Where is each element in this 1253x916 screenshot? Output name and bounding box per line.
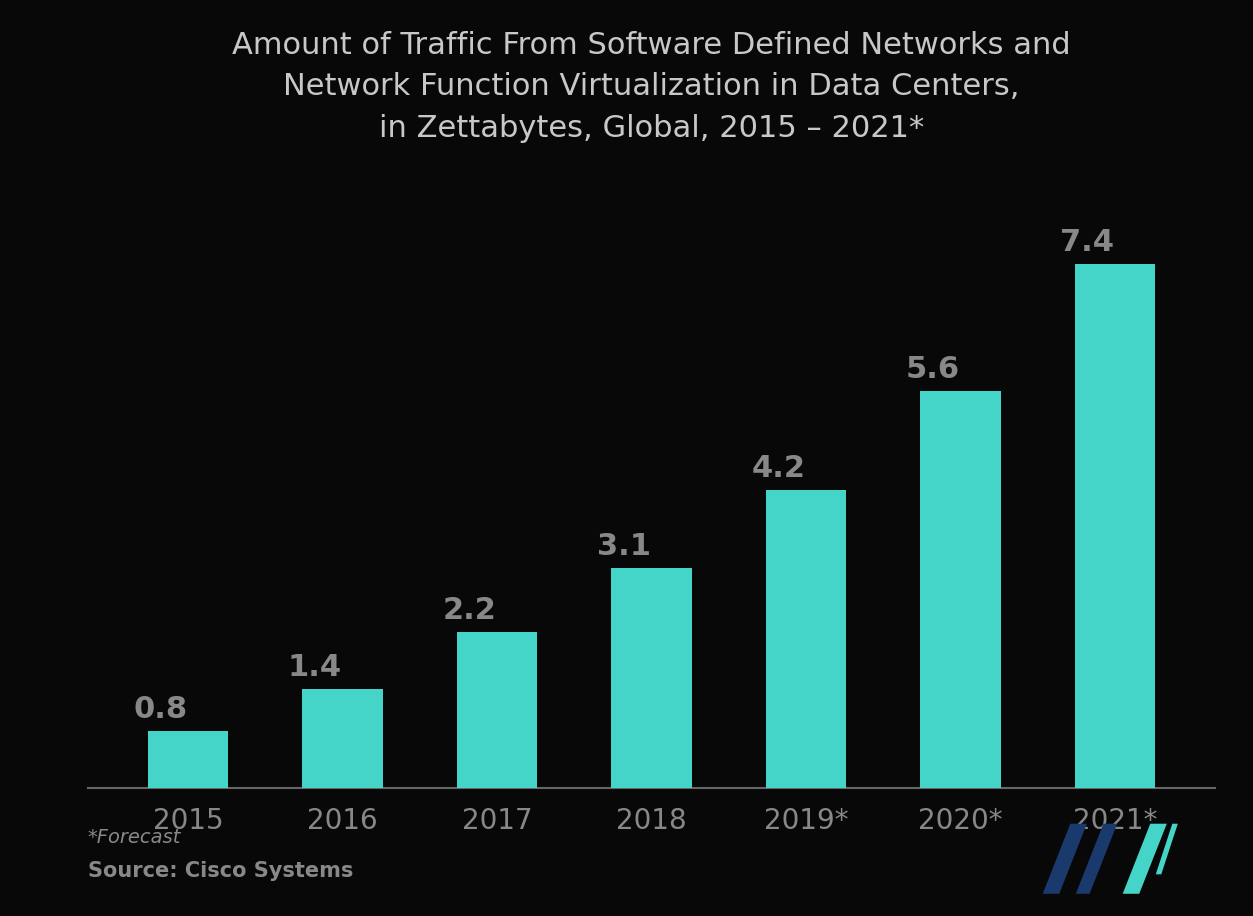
Text: 0.8: 0.8 bbox=[133, 695, 188, 724]
Text: 3.1: 3.1 bbox=[596, 532, 650, 562]
Bar bbox=[302, 689, 382, 788]
Bar bbox=[611, 568, 692, 788]
Polygon shape bbox=[1042, 823, 1086, 894]
Bar bbox=[1075, 264, 1155, 788]
Bar bbox=[148, 731, 228, 788]
Polygon shape bbox=[1155, 823, 1178, 874]
Text: Source: Cisco Systems: Source: Cisco Systems bbox=[88, 861, 353, 881]
Polygon shape bbox=[1123, 823, 1167, 894]
Text: 4.2: 4.2 bbox=[752, 454, 806, 484]
Bar bbox=[921, 391, 1001, 788]
Bar bbox=[457, 632, 538, 788]
Bar bbox=[766, 490, 846, 788]
Text: 5.6: 5.6 bbox=[906, 355, 960, 385]
Text: 2.2: 2.2 bbox=[442, 596, 496, 625]
Text: 1.4: 1.4 bbox=[288, 652, 342, 682]
Title: Amount of Traffic From Software Defined Networks and
Network Function Virtualiza: Amount of Traffic From Software Defined … bbox=[232, 31, 1071, 143]
Text: 7.4: 7.4 bbox=[1060, 228, 1114, 256]
Text: *Forecast: *Forecast bbox=[88, 828, 182, 847]
Polygon shape bbox=[1076, 823, 1118, 894]
